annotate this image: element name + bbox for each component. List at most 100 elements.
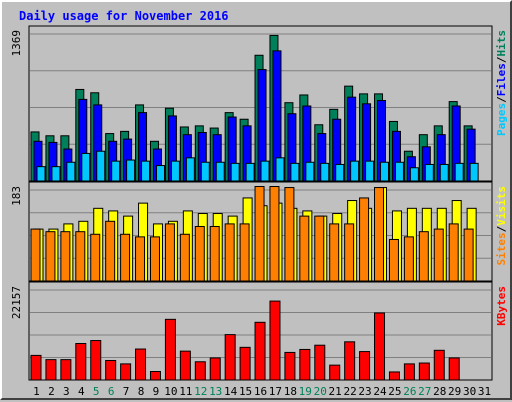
x-tick-label: 10 (164, 385, 177, 398)
kbytes-bar (194, 361, 206, 381)
kbytes-bar (164, 318, 176, 381)
sites-bar (149, 236, 160, 282)
x-tick-label: 17 (269, 385, 282, 398)
kbytes-bar (149, 371, 161, 381)
pages-bar (424, 163, 434, 182)
kbytes-bar (224, 334, 236, 381)
pages-bar (365, 160, 375, 182)
pages-bar (469, 162, 479, 182)
kbytes-bar (60, 359, 72, 381)
kbytes-bar (105, 359, 117, 381)
kbytes-bar (135, 348, 147, 381)
label-files: Files (495, 63, 508, 96)
kbytes-bar (359, 351, 371, 381)
sites-bar (374, 187, 385, 282)
pages-bar (335, 163, 345, 182)
sites-bar (299, 215, 310, 282)
label-slash: / (495, 56, 508, 63)
pages-bar (66, 161, 76, 182)
sites-bar (105, 220, 116, 282)
sites-bar (60, 231, 71, 282)
kbytes-bar (299, 348, 311, 381)
kbytes-bar (209, 357, 221, 381)
kbytes-bar (329, 364, 341, 381)
kbytes-bar (344, 341, 356, 381)
x-tick-label: 3 (63, 385, 70, 398)
x-tick-label: 8 (138, 385, 145, 398)
x-tick-label: 2 (48, 385, 55, 398)
pages-bar (96, 150, 106, 182)
x-tick-label: 15 (239, 385, 252, 398)
pages-bar (380, 161, 390, 182)
x-tick-label: 11 (179, 385, 192, 398)
x-tick-label: 12 (194, 385, 207, 398)
label-slash: / (495, 225, 508, 232)
x-tick-label: 29 (448, 385, 461, 398)
pages-bar (230, 162, 240, 182)
sites-bar (164, 223, 175, 282)
y-max-label: 183 (10, 186, 23, 206)
x-tick-label: 20 (314, 385, 327, 398)
x-tick-label: 13 (209, 385, 222, 398)
x-tick-label: 7 (123, 385, 130, 398)
kbytes-bar (179, 350, 191, 381)
x-tick-label: 31 (478, 385, 491, 398)
x-tick-label: 23 (358, 385, 371, 398)
kbytes-bar (284, 351, 296, 381)
sites-bar (403, 236, 414, 282)
sites-bar (75, 231, 86, 282)
pages-bar (51, 166, 61, 182)
kbytes-bar (45, 359, 57, 381)
pages-bar (36, 166, 46, 182)
sites-bar (314, 215, 325, 282)
x-tick-label: 26 (403, 385, 416, 398)
y-max-label: 1369 (10, 30, 23, 57)
pages-bar (126, 159, 136, 182)
sites-bar (388, 238, 399, 282)
kbytes-bar (254, 321, 266, 381)
kbytes-bar (120, 363, 132, 381)
x-tick-label: 16 (254, 385, 267, 398)
sites-bar (418, 231, 429, 282)
sites-bar (463, 228, 474, 282)
series-axis-label: Sites/Visits (495, 186, 508, 266)
pages-bar (155, 165, 165, 182)
kbytes-bar (403, 363, 415, 381)
kbytes-bar (90, 340, 102, 381)
x-tick-label: 19 (299, 385, 312, 398)
pages-bar (111, 160, 121, 182)
series-axis-label: Pages/Files/Hits (495, 30, 508, 136)
kbytes-bar (418, 362, 430, 381)
sites-bar (179, 233, 190, 282)
sites-bar (269, 186, 280, 282)
pages-bar (260, 160, 270, 182)
x-tick-label: 24 (373, 385, 387, 398)
x-tick-label: 1 (33, 385, 40, 398)
pages-bar (275, 157, 285, 182)
x-tick-label: 4 (78, 385, 85, 398)
pages-bar (185, 157, 195, 182)
x-tick-label: 9 (153, 385, 160, 398)
kbytes-bar (314, 344, 326, 381)
series-axis-label: KBytes (495, 286, 508, 326)
y-max-label: 22157 (10, 286, 23, 319)
kbytes-bar (269, 300, 281, 381)
label-slash: / (495, 96, 508, 103)
pages-bar (215, 161, 225, 182)
pages-bar (305, 161, 315, 182)
label-sites: Sites (495, 232, 508, 265)
sites-bar (239, 223, 250, 282)
pages-bar (454, 162, 464, 182)
x-tick-label: 30 (463, 385, 476, 398)
kbytes-bar (30, 354, 42, 381)
sites-bar (284, 187, 295, 282)
sites-bar (90, 233, 101, 282)
label-visits: Visits (495, 186, 508, 226)
sites-bar (448, 223, 459, 282)
sites-bar (329, 223, 340, 282)
x-tick-label: 18 (284, 385, 297, 398)
pages-bar (350, 160, 360, 182)
kbytes-bar (75, 343, 87, 381)
sites-bar (254, 186, 265, 282)
pages-bar (320, 162, 330, 182)
